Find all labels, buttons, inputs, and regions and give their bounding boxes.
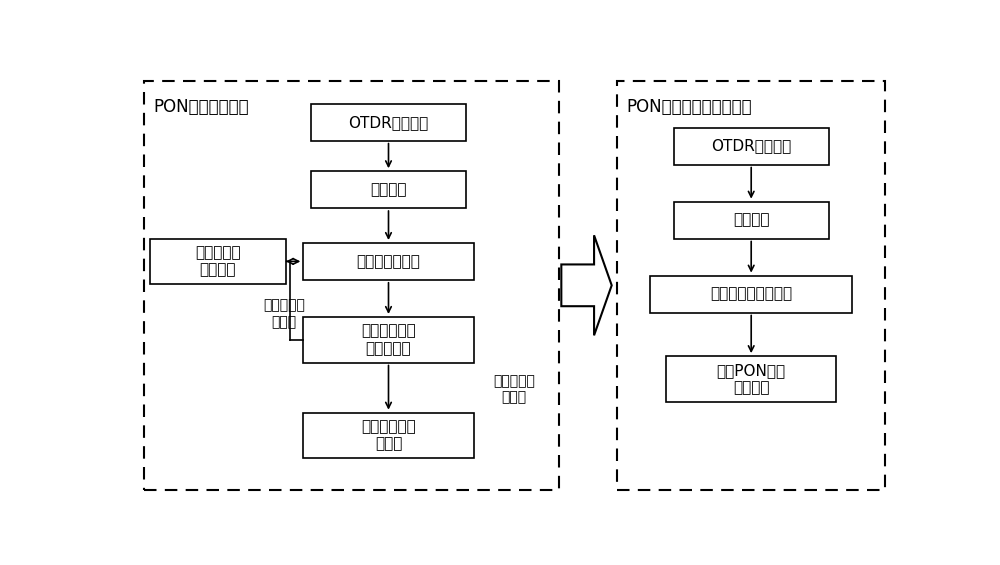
FancyBboxPatch shape xyxy=(303,412,474,458)
FancyBboxPatch shape xyxy=(311,171,466,208)
FancyBboxPatch shape xyxy=(674,202,829,238)
Text: 计算结果和实
际结果对比: 计算结果和实 际结果对比 xyxy=(361,324,416,356)
Text: 支持向量机计算: 支持向量机计算 xyxy=(357,254,420,269)
FancyBboxPatch shape xyxy=(617,81,885,490)
FancyBboxPatch shape xyxy=(303,317,474,363)
FancyBboxPatch shape xyxy=(674,128,829,164)
Text: 提取参数: 提取参数 xyxy=(733,212,769,228)
FancyBboxPatch shape xyxy=(666,356,836,402)
Text: 实际PON故障
所在支路: 实际PON故障 所在支路 xyxy=(717,363,786,395)
FancyBboxPatch shape xyxy=(311,104,466,141)
Text: 得到最佳支持
向量机: 得到最佳支持 向量机 xyxy=(361,419,416,451)
Text: 对比结果吻
合度低: 对比结果吻 合度低 xyxy=(263,298,305,329)
FancyBboxPatch shape xyxy=(150,238,286,284)
FancyBboxPatch shape xyxy=(303,243,474,280)
FancyBboxPatch shape xyxy=(144,81,559,490)
Text: PON布网完成且开始运营: PON布网完成且开始运营 xyxy=(626,98,752,116)
Polygon shape xyxy=(561,235,612,336)
Text: 最佳支持向量机计算: 最佳支持向量机计算 xyxy=(710,286,792,302)
Text: 修正支持向
量机参数: 修正支持向 量机参数 xyxy=(195,245,241,277)
Text: OTDR采集数据: OTDR采集数据 xyxy=(711,138,791,154)
Text: 对比结果吻
合度高: 对比结果吻 合度高 xyxy=(493,374,535,404)
FancyBboxPatch shape xyxy=(650,276,852,312)
Text: OTDR采集数据: OTDR采集数据 xyxy=(348,115,429,130)
Text: 提取参数: 提取参数 xyxy=(370,182,407,197)
Text: PON布网后运营前: PON布网后运营前 xyxy=(154,98,249,116)
